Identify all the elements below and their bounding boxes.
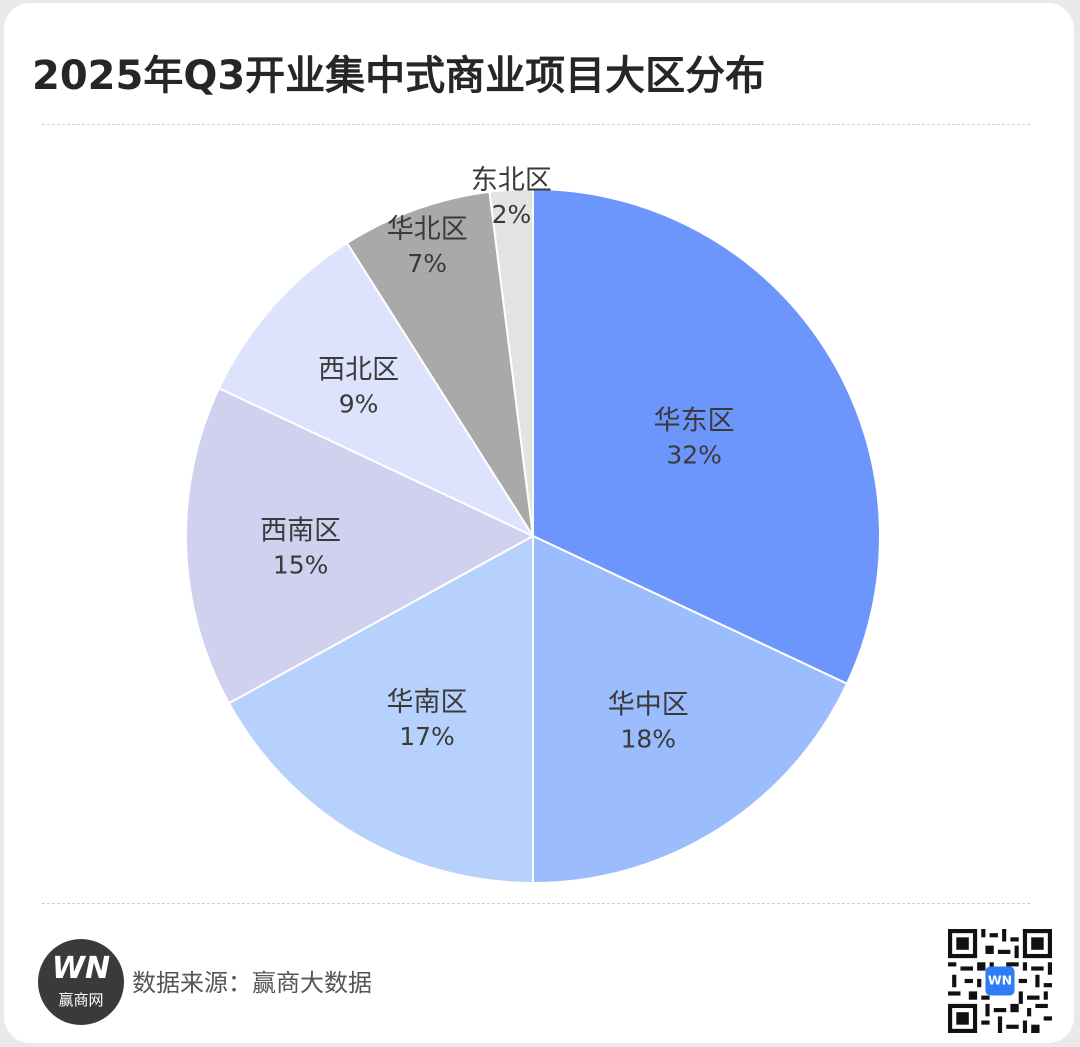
slice-label-3: 西南区 [260,515,341,546]
slice-value-label-0: 32% [666,441,722,470]
data-source-note: 数据来源：赢商大数据 [132,969,372,997]
slice-value-label-1: 18% [620,725,676,754]
chart-title: 2025年Q3开业集中式商业项目大区分布 [32,53,766,99]
winshang-logo-icon: WN 赢商网 [38,939,124,1025]
slice-value-label-3: 15% [273,550,329,579]
pie-slice-1 [532,534,849,885]
slice-label-0: 华东区 [654,406,735,437]
logo-text: 赢商网 [58,991,104,1009]
slice-label-2: 华南区 [387,687,468,718]
chart-card: 2025年Q3开业集中式商业项目大区分布 华东区 32% 华中区 18% 华南区 17% 西… [4,3,1074,1043]
slice-value-label-2: 17% [399,722,455,751]
pie-slice-2 [227,534,534,885]
pie-slice-3 [185,386,536,705]
pie-slice-0 [532,187,881,686]
pie-slice-6 [488,187,534,537]
logo-mark: WN [51,951,111,986]
bottom-divider [42,903,1030,904]
pie-slice-5 [345,190,534,537]
slice-value-label-4: 9% [339,389,379,418]
slice-label-4: 西北区 [318,354,399,385]
slice-label-5: 华北区 [387,214,468,245]
slice-label-1: 华中区 [608,690,689,721]
slice-value-label-5: 7% [407,249,447,278]
qr-code-icon: WN [948,929,1052,1033]
pie-slice-4 [217,241,536,539]
slice-value-label-6: 2% [492,200,532,229]
pie-chart: 华东区 32% 华中区 18% 华南区 17% 西南区 15% 西北区 9% 华北区 7% 东北区 2% [185,165,881,885]
top-divider [42,124,1030,125]
slice-label-6: 东北区 [471,165,552,196]
svg-text:WN: WN [988,973,1012,988]
